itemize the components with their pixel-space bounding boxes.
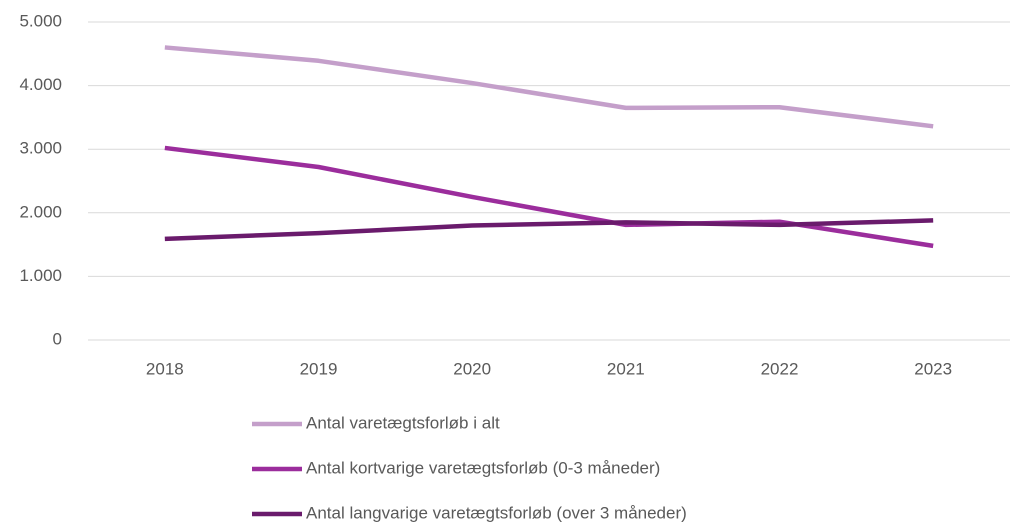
- x-tick-label: 2020: [453, 359, 491, 378]
- series-line: [164, 145, 934, 249]
- y-tick-label: 2.000: [19, 202, 62, 221]
- y-tick-label: 4.000: [19, 75, 62, 94]
- x-tick-label: 2023: [914, 359, 952, 378]
- x-tick-label: 2018: [146, 359, 184, 378]
- y-tick-label: 5.000: [19, 11, 62, 30]
- y-tick-label: 3.000: [19, 139, 62, 158]
- legend-label: Antal langvarige varetægtsforløb (over 3…: [306, 503, 687, 522]
- series-line: [164, 45, 934, 129]
- series-line: [164, 218, 934, 242]
- x-tick-label: 2019: [300, 359, 338, 378]
- x-tick-label: 2021: [607, 359, 645, 378]
- x-tick-label: 2022: [761, 359, 799, 378]
- legend-label: Antal kortvarige varetægtsforløb (0-3 må…: [306, 458, 660, 477]
- y-tick-label: 0: [53, 329, 62, 348]
- legend-label: Antal varetægtsforløb i alt: [306, 413, 500, 432]
- y-tick-label: 1.000: [19, 266, 62, 285]
